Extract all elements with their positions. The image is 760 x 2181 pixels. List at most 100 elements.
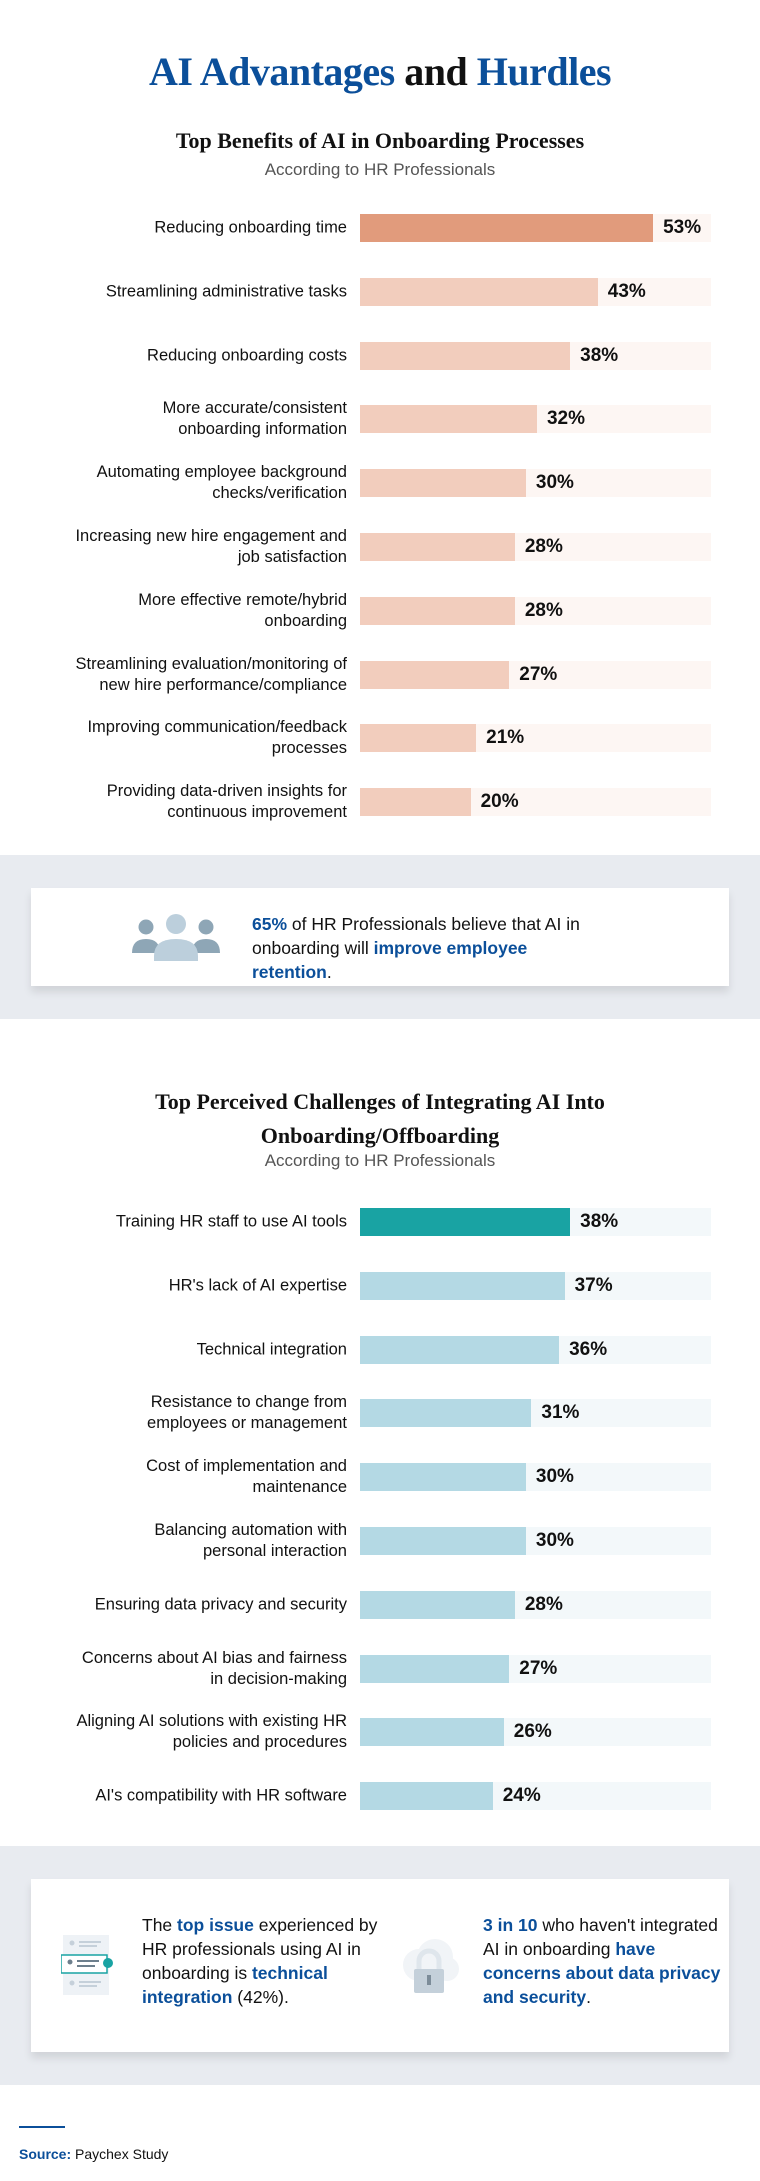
stat-highlight: improve employee retention — [252, 938, 528, 982]
bar-track — [360, 1399, 711, 1428]
title-part: and — [394, 49, 477, 94]
category-label-line: in decision-making — [210, 1669, 347, 1688]
stat-highlight: technical integration — [142, 1963, 328, 2007]
bar — [360, 1654, 510, 1683]
category-label-line: new hire performance/compliance — [99, 675, 347, 694]
data-label: 31% — [541, 1402, 580, 1424]
bar — [360, 1271, 565, 1300]
category-label-line: job satisfaction — [237, 548, 347, 566]
category-label: Technical integration — [47, 1339, 347, 1360]
source-note: Source: Paychex Study — [19, 2146, 168, 2162]
data-label: 36% — [569, 1338, 608, 1360]
title-line: Onboarding/Offboarding — [260, 1123, 500, 1148]
people-group-icon — [132, 914, 220, 961]
category-label: Streamlining evaluation/monitoring of new… — [47, 654, 348, 696]
data-label: 37% — [574, 1274, 613, 1296]
data-label: 28% — [524, 536, 563, 557]
bar-track — [360, 1335, 711, 1364]
bar — [360, 214, 654, 242]
callout-text: experienced by HR professionals using AI… — [142, 1915, 378, 1983]
bar-track — [360, 724, 711, 753]
title-part: Hurdles — [476, 49, 612, 94]
category-label-line: onboarding information — [178, 420, 347, 439]
category-label: Reducing onboarding costs — [47, 345, 347, 366]
source-text: Paychex Study — [71, 2146, 169, 2162]
bar-track — [360, 1208, 711, 1236]
category-label-line: Streamlining evaluation/monitoring of — [75, 654, 348, 673]
bar-track — [360, 1654, 711, 1683]
data-label: 32% — [546, 408, 585, 430]
category-label-line: Reducing onboarding time — [154, 218, 347, 237]
bar-track — [360, 660, 711, 689]
data-label: 20% — [480, 791, 519, 813]
category-label: Reducing onboarding time — [47, 218, 347, 239]
data-label: 27% — [519, 1657, 558, 1679]
bar — [360, 1463, 526, 1492]
category-label-line: onboarding — [264, 611, 347, 630]
category-label-line: Balancing automation with — [154, 1521, 347, 1539]
bar — [360, 1208, 571, 1236]
category-label: More accurate/consistent onboarding infor… — [47, 398, 347, 440]
bar-track — [360, 533, 711, 561]
data-label: 27% — [519, 663, 558, 685]
challenges-chart-title: Top Perceived Challenges of Integrating … — [0, 1085, 760, 1153]
benefits-chart-title: Top Benefits of AI in Onboarding Process… — [175, 128, 585, 153]
category-label-line: personal interaction — [202, 1542, 347, 1560]
challenges-chart-subtitle: According to HR Professionals — [264, 1151, 496, 1170]
data-label: 38% — [580, 344, 619, 366]
bar — [360, 405, 537, 434]
data-label: 30% — [535, 1530, 574, 1551]
bar — [360, 341, 571, 370]
bar — [360, 1590, 515, 1619]
main-title: AI Advantages and Hurdles — [0, 48, 760, 95]
callout-text: who haven't integrated AI in onboarding — [483, 1915, 718, 1959]
checklist-user-icon — [61, 1935, 113, 1995]
category-label-line: maintenance — [252, 1478, 347, 1497]
category-label-line: HR's lack of AI expertise — [168, 1276, 347, 1295]
bar — [360, 533, 515, 561]
category-label: Streamlining administrative tasks — [47, 281, 347, 302]
category-label: Ensuring data privacy and security — [47, 1594, 347, 1615]
category-label-line: AI's compatibility with HR software — [95, 1786, 347, 1805]
bar-track — [360, 1718, 711, 1747]
bar — [360, 469, 526, 498]
data-privacy-text: 3 in 10 who haven't integrated AI in onb… — [483, 1913, 723, 2009]
bar — [360, 1527, 526, 1555]
bar-track — [360, 1527, 711, 1555]
callout-text: . — [586, 1987, 591, 2007]
stat-highlight: have concerns about data privacy and sec… — [483, 1939, 721, 2007]
category-label: Increasing new hire engagement and job sa… — [47, 526, 347, 568]
category-label-line: Ensuring data privacy and security — [94, 1595, 347, 1614]
category-label-line: Reducing onboarding costs — [147, 346, 347, 365]
insights-callout-card: The top issue experienced by HR professi… — [31, 1879, 729, 2052]
data-label: 43% — [607, 280, 646, 302]
data-label: 21% — [486, 727, 525, 749]
data-label: 30% — [535, 472, 574, 494]
data-label: 53% — [663, 217, 702, 238]
stat-highlight: 3 in 10 — [483, 1915, 538, 1935]
category-label-line: Technical integration — [196, 1340, 347, 1359]
category-label-line: More accurate/consistent — [162, 399, 347, 418]
source-label: Source: — [19, 2146, 72, 2162]
retention-callout-text: 65% of HR Professionals believe that AI … — [252, 912, 582, 984]
data-label: 38% — [580, 1211, 619, 1232]
category-label: Resistance to change from employees or ma… — [47, 1392, 347, 1434]
category-label-line: policies and procedures — [172, 1733, 347, 1752]
category-label-line: Cost of implementation and — [146, 1457, 347, 1476]
category-label-line: More effective remote/hybrid — [138, 590, 347, 609]
bar-track — [360, 405, 711, 434]
bar-track — [360, 596, 711, 625]
category-label-line: Improving communication/feedback — [87, 718, 347, 737]
category-label-line: Streamlining administrative tasks — [105, 282, 347, 301]
data-label: 28% — [524, 1593, 563, 1615]
category-label: Aligning AI solutions with existing HR po… — [47, 1711, 347, 1753]
bar-track — [360, 1590, 711, 1619]
category-label: Training HR staff to use AI tools — [47, 1212, 347, 1233]
bar — [360, 724, 477, 753]
category-label-line: processes — [271, 739, 347, 758]
bar-track — [360, 1782, 711, 1811]
top-issue-text: The top issue experienced by HR professi… — [142, 1913, 382, 2009]
data-label: 24% — [502, 1785, 541, 1807]
category-label: Automating employee background checks/ver… — [47, 462, 347, 504]
category-label: HR's lack of AI expertise — [47, 1275, 347, 1296]
